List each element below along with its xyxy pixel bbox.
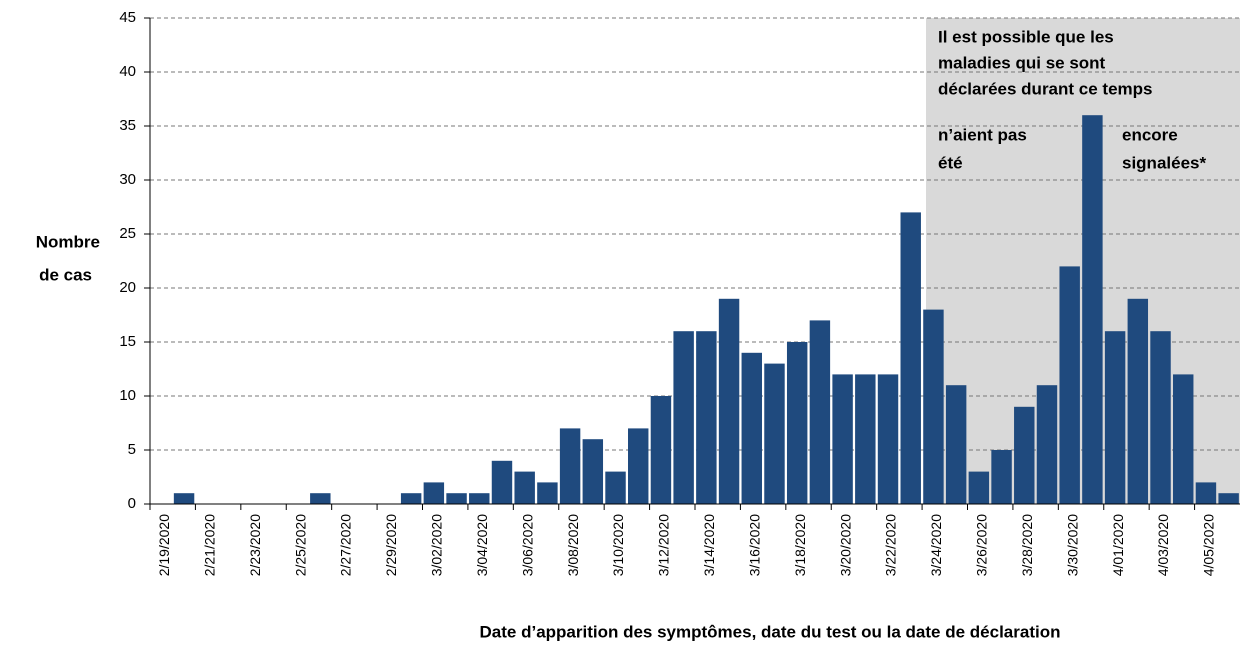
bars: [173, 115, 1239, 504]
bar: [741, 352, 762, 504]
annotation: Il est possible que les maladies qui se …: [938, 27, 1206, 172]
x-tick-label: 3/16/2020: [746, 514, 762, 576]
bar: [877, 374, 899, 504]
y-tick-label: 20: [119, 279, 136, 296]
annotation-line: été: [938, 153, 963, 172]
bar: [1127, 298, 1149, 504]
bar: [945, 385, 967, 504]
bar: [628, 428, 649, 504]
bar: [605, 471, 626, 504]
x-tick-label: 2/19/2020: [156, 514, 172, 576]
x-tick-label: 4/03/2020: [1155, 514, 1171, 576]
bar: [310, 493, 331, 504]
y-tick-label: 0: [128, 495, 136, 512]
bar: [900, 212, 921, 504]
bar: [923, 309, 944, 504]
y-tick-label: 35: [119, 117, 136, 134]
bar: [1059, 266, 1080, 504]
bar: [832, 374, 853, 504]
bar: [1195, 482, 1217, 504]
x-tick-label: 2/27/2020: [338, 514, 354, 576]
x-tick-label: 3/20/2020: [837, 514, 853, 576]
x-tick-label: 2/25/2020: [292, 514, 308, 576]
x-tick-label: 3/24/2020: [928, 514, 944, 576]
x-tick-label: 3/04/2020: [474, 514, 490, 576]
x-tick-label: 3/18/2020: [792, 514, 808, 576]
x-axis-label: Date d’apparition des symptômes, date du…: [480, 622, 1061, 641]
x-tick-label: 3/12/2020: [656, 514, 672, 576]
bar: [673, 331, 694, 504]
bar: [1150, 331, 1171, 504]
y-tick-label: 40: [119, 63, 136, 80]
bar: [559, 428, 581, 504]
x-tick-label: 2/21/2020: [201, 514, 217, 576]
bar: [537, 482, 558, 504]
x-tick-label: 4/01/2020: [1110, 514, 1126, 576]
y-axis-label: de cas: [39, 265, 92, 284]
x-tick-label: 3/08/2020: [565, 514, 581, 576]
annotation-line: signalées*: [1122, 153, 1206, 172]
bar: [446, 493, 467, 504]
bar: [400, 493, 422, 504]
y-axis-label: Nombre: [36, 232, 100, 251]
y-tick-label: 10: [119, 387, 136, 404]
bar: [786, 342, 808, 504]
y-tick-label: 30: [119, 171, 136, 188]
x-tick-label: 3/10/2020: [610, 514, 626, 576]
bar: [696, 331, 717, 504]
bar: [1104, 331, 1126, 504]
bar: [764, 363, 785, 504]
bar: [1014, 406, 1035, 504]
bar: [173, 493, 195, 504]
bar: [1173, 374, 1194, 504]
bar: [469, 493, 490, 504]
bar: [809, 320, 831, 504]
bar: [991, 450, 1012, 504]
bar: [1082, 115, 1103, 504]
x-tick-label: 4/05/2020: [1201, 514, 1217, 576]
bar: [718, 298, 740, 504]
x-tick-label: 3/02/2020: [429, 514, 445, 576]
x-tick-label: 3/14/2020: [701, 514, 717, 576]
annotation-line: maladies qui se sont: [938, 53, 1106, 72]
bar: [1218, 493, 1239, 504]
y-tick-label: 45: [119, 9, 136, 26]
annotation-line: déclarées durant ce temps: [938, 79, 1152, 98]
bar: [514, 471, 535, 504]
bar: [650, 396, 672, 504]
bar: [968, 471, 990, 504]
x-tick-label: 2/23/2020: [247, 514, 263, 576]
bar: [1036, 385, 1058, 504]
y-tick-label: 25: [119, 225, 136, 242]
x-tick-label: 3/26/2020: [974, 514, 990, 576]
bar: [855, 374, 876, 504]
x-tick-label: 3/22/2020: [883, 514, 899, 576]
x-tick-label: 3/06/2020: [519, 514, 535, 576]
x-tick-label: 3/28/2020: [1019, 514, 1035, 576]
y-tick-label: 5: [128, 441, 136, 458]
x-tick-label: 2/29/2020: [383, 514, 399, 576]
annotation-line: encore: [1122, 125, 1178, 144]
annotation-line: n’aient pas: [938, 125, 1027, 144]
bar: [423, 482, 445, 504]
bar: [491, 460, 513, 504]
annotation-line: Il est possible que les: [938, 27, 1114, 46]
y-tick-label: 15: [119, 333, 136, 350]
x-tick-label: 3/30/2020: [1064, 514, 1080, 576]
bar: [582, 439, 604, 504]
